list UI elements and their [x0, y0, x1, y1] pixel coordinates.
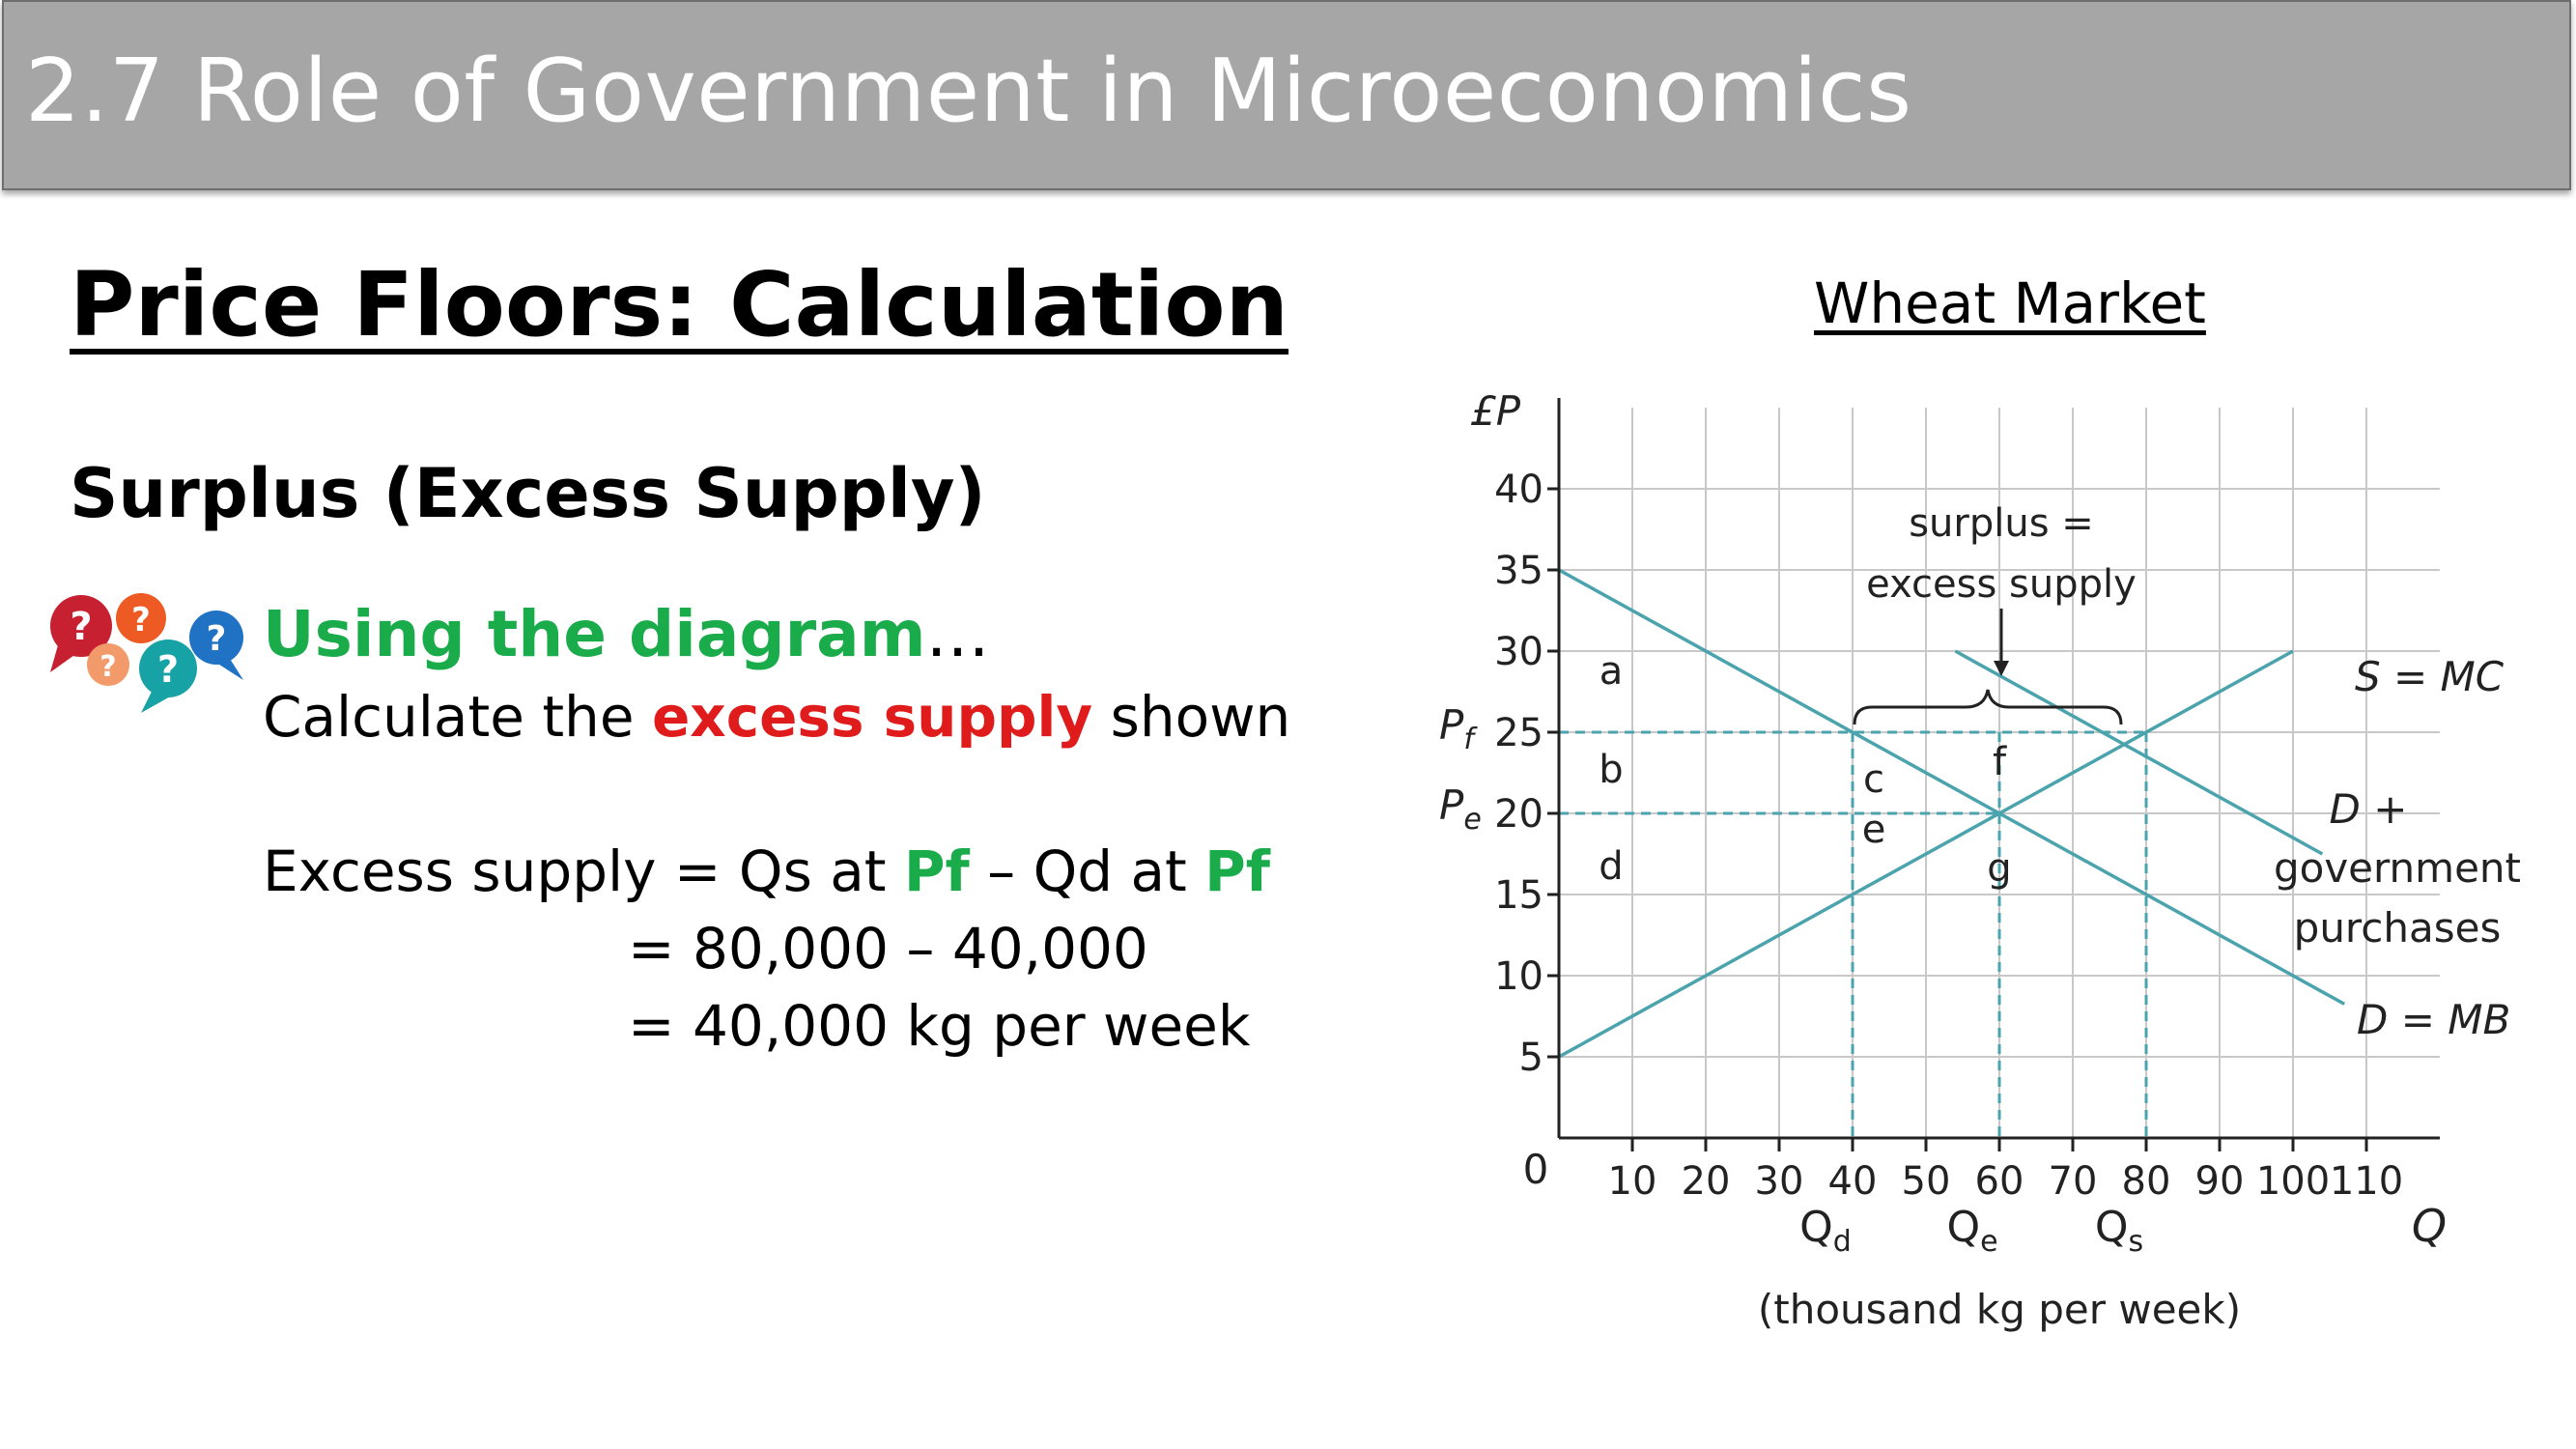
y-tick-label-15: 15: [1494, 873, 1543, 918]
slide-title: 2.7 Role of Government in Microeconomics: [25, 41, 1912, 142]
svg-text:?: ?: [131, 601, 151, 639]
x-tick-label-30: 30: [1755, 1159, 1804, 1204]
y-tick-label-30: 30: [1494, 630, 1543, 674]
bubble-peach-icon: ?: [87, 643, 129, 686]
svg-text:?: ?: [99, 650, 116, 684]
x-unit-label: (thousand kg per week): [1758, 1286, 2241, 1333]
y-tick-label-25: 25: [1494, 711, 1543, 755]
area-label-e: e: [1862, 808, 1886, 852]
demand-gov-label-2: government: [2274, 844, 2521, 892]
area-label-f: f: [1993, 740, 2007, 784]
instruction-emphasis: excess supply: [651, 684, 1093, 750]
surplus-brace: [1853, 689, 2123, 725]
x-tick-label-70: 70: [2049, 1159, 2098, 1204]
y-tick-label-20: 20: [1494, 792, 1543, 837]
supply-curve-label: S = MC: [2355, 653, 2505, 700]
x-tick-label-50: 50: [1902, 1159, 1951, 1204]
prompt-text: Using the diagram: [263, 597, 926, 671]
x-tick-label-80: 80: [2122, 1159, 2171, 1204]
qd-label: Qd: [1799, 1203, 1852, 1259]
x-tick-label-110: 110: [2330, 1159, 2403, 1204]
area-label-a: a: [1599, 649, 1624, 694]
x-axis-label: Q: [2412, 1200, 2447, 1252]
area-label-g: g: [1987, 846, 2011, 891]
calc-line-1: Excess supply = Qs at Pf – Qd at Pf: [263, 838, 1270, 904]
x-tick-label-60: 60: [1975, 1159, 2024, 1204]
y-tick-label-40: 40: [1494, 468, 1543, 512]
guide-lines: [1559, 730, 2148, 1138]
calc-line-1-pre: Excess supply = Qs at: [263, 838, 904, 904]
pe-label: Pe: [1439, 781, 1482, 837]
question-bubbles-icon: ? ? ? ? ?: [50, 593, 243, 713]
instruction-post: shown: [1092, 684, 1291, 750]
x-tick-label-20: 20: [1682, 1159, 1731, 1204]
bubble-blue-icon: ?: [189, 611, 243, 680]
x-tick-label-10: 10: [1608, 1159, 1657, 1204]
brace-label-1: surplus =: [1909, 501, 2094, 546]
area-label-d: d: [1599, 844, 1623, 889]
origin-label: 0: [1523, 1146, 1549, 1193]
demand-gov-curve: [1954, 649, 2324, 856]
y-tick-label-10: 10: [1494, 954, 1543, 999]
brace-arrowhead: [1994, 661, 2009, 676]
prompt-ellipsis: …: [925, 597, 990, 671]
tick-marks: 5 10 15 20 25 30 35 40 10 20 30 40 50 60 70 80 90 100 110: [1494, 468, 2403, 1204]
qs-label: Qs: [2095, 1203, 2143, 1259]
demand-gov-label-3: purchases: [2294, 904, 2502, 952]
slide-title-bar: 2.7 Role of Government in Microeconomics: [2, 0, 2571, 190]
instruction-pre: Calculate the: [263, 684, 652, 750]
diagram-title: Wheat Market: [1814, 270, 2206, 336]
slide-subheading: Surplus (Excess Supply): [70, 454, 986, 533]
calc-line-1-mid: – Qd at: [969, 838, 1205, 904]
bubble-red-icon: ?: [50, 595, 112, 672]
bubble-teal-icon: ?: [139, 639, 197, 713]
y-tick-label-35: 35: [1494, 549, 1543, 593]
demand-curve: [1558, 568, 2346, 1006]
calc-pf-1: Pf: [903, 838, 970, 904]
calc-pf-2: Pf: [1204, 838, 1270, 904]
demand-gov-label-1: D +: [2330, 785, 2408, 833]
svg-text:?: ?: [157, 648, 179, 691]
x-tick-label-90: 90: [2195, 1159, 2245, 1204]
qe-label: Qe: [1946, 1203, 1997, 1259]
pf-label: Pf: [1439, 701, 1478, 756]
x-tick-label-40: 40: [1828, 1159, 1878, 1204]
brace-label-2: excess supply: [1866, 562, 2137, 607]
slide-heading: Price Floors: Calculation: [70, 253, 1289, 356]
curves: [1558, 568, 2346, 1059]
area-label-c: c: [1863, 757, 1884, 802]
bubble-orange-icon: ?: [116, 593, 166, 643]
calc-line-3: = 40,000 kg per week: [628, 993, 1251, 1059]
svg-text:?: ?: [207, 619, 227, 659]
calc-line-2: = 80,000 – 40,000: [628, 916, 1148, 981]
y-tick-label-5: 5: [1519, 1036, 1543, 1080]
area-label-b: b: [1599, 748, 1623, 792]
prompt: Using the diagram…: [263, 597, 990, 671]
grid-lines: [1559, 408, 2440, 1138]
demand-curve-label: D = MB: [2357, 996, 2510, 1043]
supply-curve: [1558, 649, 2294, 1059]
instruction: Calculate the excess supply shown: [263, 684, 1290, 750]
svg-text:?: ?: [70, 605, 92, 649]
y-axis-label: £P: [1470, 387, 1521, 435]
x-tick-label-100: 100: [2256, 1159, 2330, 1204]
